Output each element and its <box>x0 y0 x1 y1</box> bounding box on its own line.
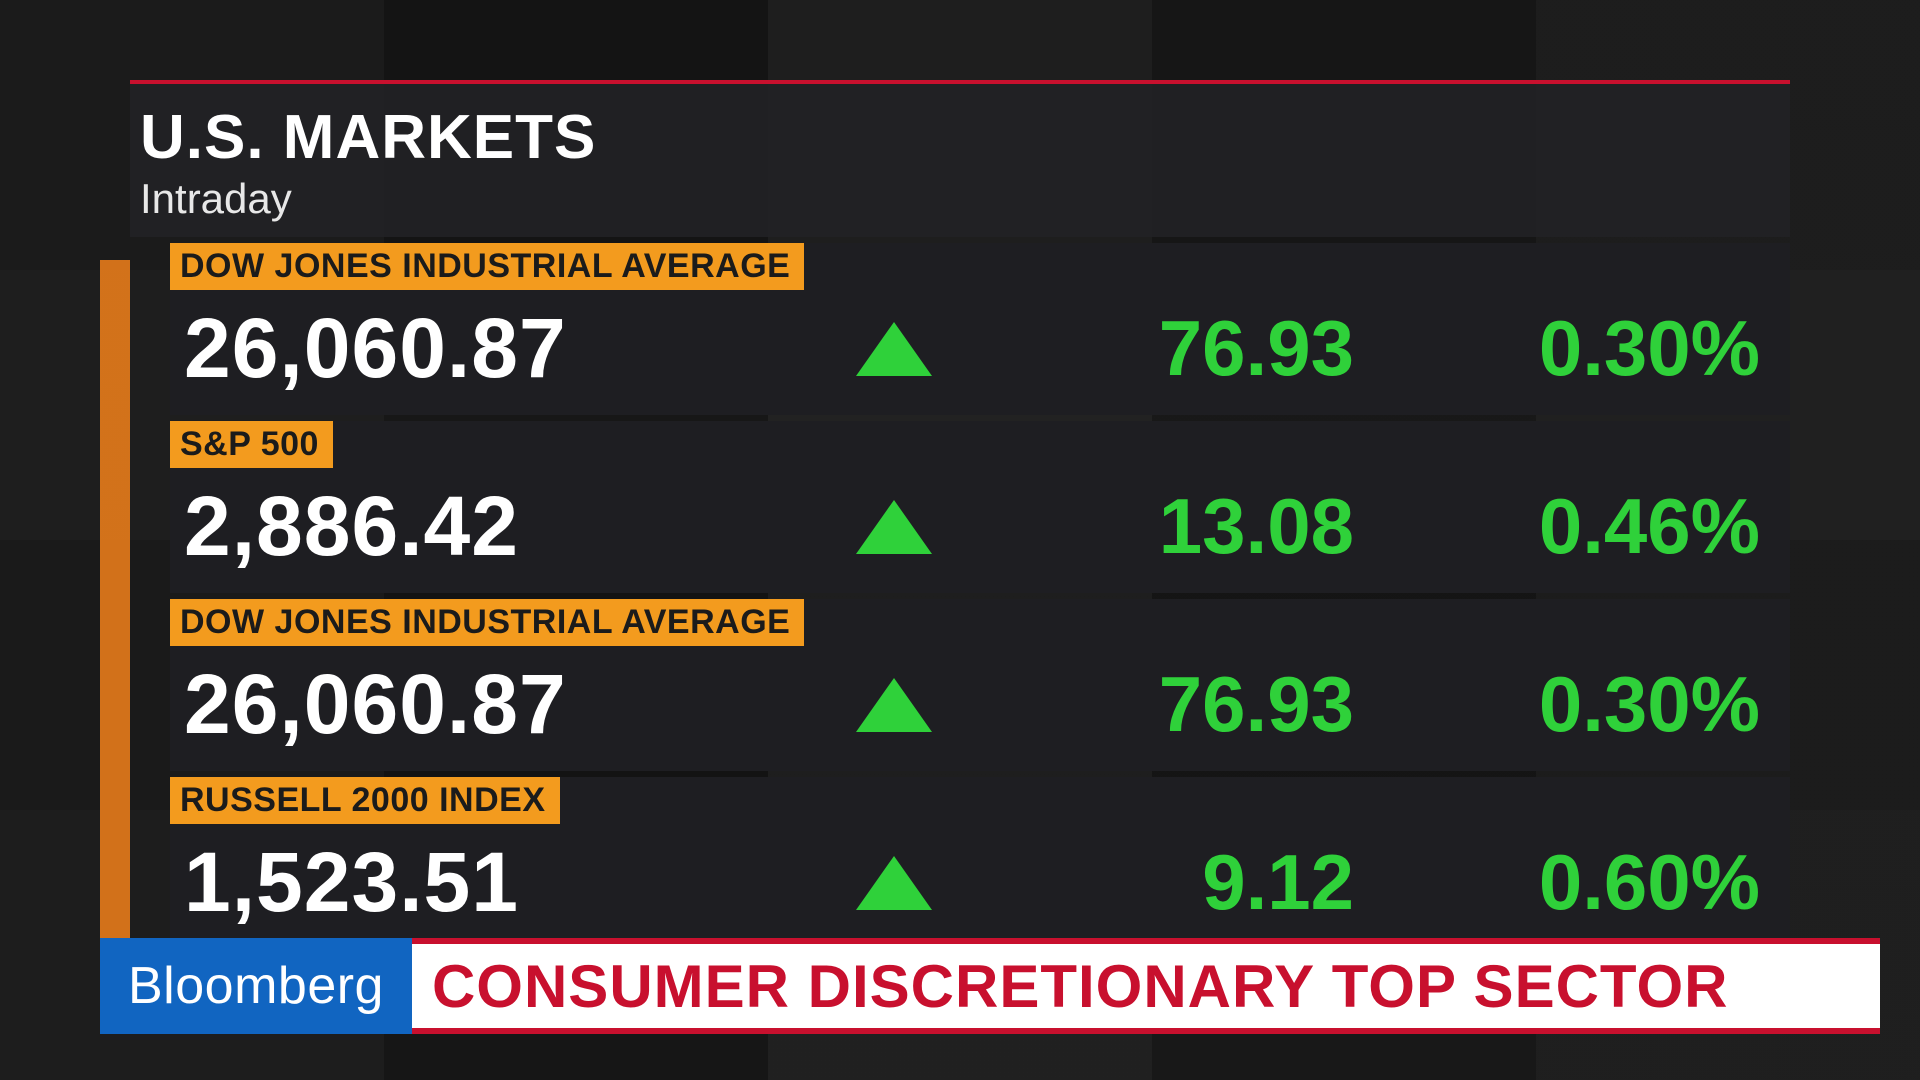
index-pct: 0.46% <box>1384 481 1760 572</box>
index-change: 9.12 <box>964 837 1384 928</box>
index-pct: 0.30% <box>1384 659 1760 750</box>
index-label: S&P 500 <box>170 421 333 468</box>
index-pct: 0.60% <box>1384 837 1760 928</box>
headline-text: CONSUMER DISCRETIONARY TOP SECTOR <box>432 952 1729 1021</box>
index-label: DOW JONES INDUSTRIAL AVERAGE <box>170 599 804 646</box>
panel-title: U.S. MARKETS <box>140 102 1780 173</box>
index-change: 76.93 <box>964 303 1384 394</box>
markets-panel: U.S. MARKETS Intraday DOW JONES INDUSTRI… <box>130 80 1790 955</box>
index-label: RUSSELL 2000 INDEX <box>170 777 560 824</box>
direction-arrow-cell <box>824 678 964 732</box>
index-value: 1,523.51 <box>184 834 824 931</box>
index-row-body: 2,886.42 13.080.46% <box>170 468 1790 593</box>
index-row: DOW JONES INDUSTRIAL AVERAGE 26,060.87 76.… <box>170 599 1790 771</box>
direction-arrow-cell <box>824 322 964 376</box>
index-row-body: 1,523.51 9.120.60% <box>170 824 1790 949</box>
index-row-body: 26,060.87 76.930.30% <box>170 646 1790 771</box>
direction-arrow-cell <box>824 856 964 910</box>
panel-subtitle: Intraday <box>140 175 1780 223</box>
index-value: 26,060.87 <box>184 300 824 397</box>
index-rows: DOW JONES INDUSTRIAL AVERAGE 26,060.87 76.… <box>130 243 1790 949</box>
brand-badge: Bloomberg <box>100 938 412 1034</box>
index-label: DOW JONES INDUSTRIAL AVERAGE <box>170 243 804 290</box>
panel-header: U.S. MARKETS Intraday <box>130 84 1790 237</box>
left-accent-bar <box>100 260 130 960</box>
arrow-up-icon <box>856 856 932 910</box>
direction-arrow-cell <box>824 500 964 554</box>
lower-third: Bloomberg CONSUMER DISCRETIONARY TOP SEC… <box>100 938 1880 1034</box>
index-value: 26,060.87 <box>184 656 824 753</box>
index-row: RUSSELL 2000 INDEX 1,523.51 9.120.60% <box>170 777 1790 949</box>
index-row-body: 26,060.87 76.930.30% <box>170 290 1790 415</box>
index-row: DOW JONES INDUSTRIAL AVERAGE 26,060.87 76.… <box>170 243 1790 415</box>
index-value: 2,886.42 <box>184 478 824 575</box>
headline-wrap: CONSUMER DISCRETIONARY TOP SECTOR <box>412 938 1880 1034</box>
arrow-up-icon <box>856 500 932 554</box>
arrow-up-icon <box>856 322 932 376</box>
index-pct: 0.30% <box>1384 303 1760 394</box>
index-row: S&P 500 2,886.42 13.080.46% <box>170 421 1790 593</box>
index-change: 13.08 <box>964 481 1384 572</box>
arrow-up-icon <box>856 678 932 732</box>
index-change: 76.93 <box>964 659 1384 750</box>
